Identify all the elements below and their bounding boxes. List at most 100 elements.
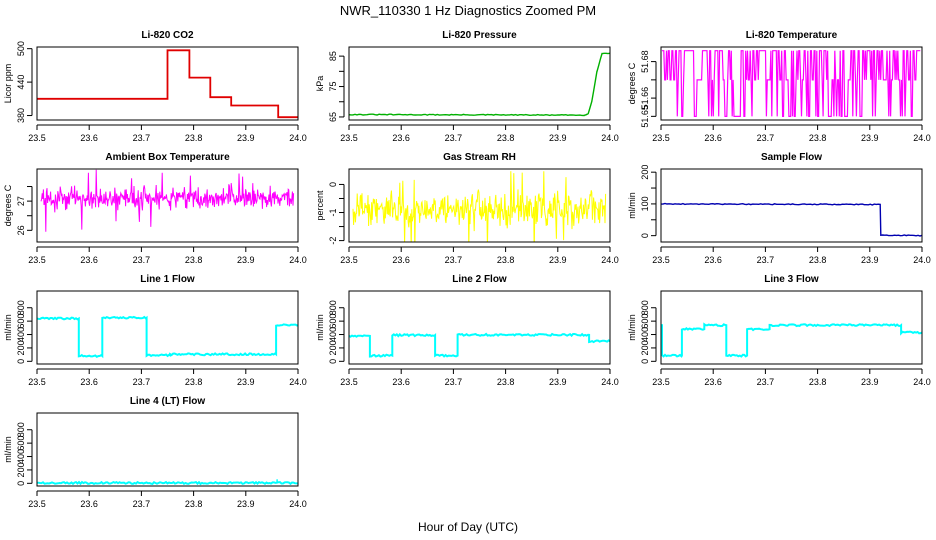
- x-tick-label: 23.8: [497, 133, 515, 143]
- x-tick-label: 23.7: [133, 255, 151, 265]
- plot-frame: [660, 290, 923, 365]
- y-axis-label: percent: [315, 190, 325, 221]
- x-tick-label: 24.0: [913, 255, 931, 265]
- x-tick-label: 23.5: [340, 377, 358, 387]
- y-tick-label: 0: [640, 233, 650, 238]
- x-tick-label: 24.0: [601, 133, 619, 143]
- x-tick-label: 23.6: [392, 255, 410, 265]
- x-tick-label: 23.9: [237, 499, 255, 509]
- y-tick-label: -1: [328, 209, 338, 217]
- y-tick-label: 26: [16, 225, 26, 235]
- plot-frame: [660, 46, 923, 121]
- series-line: [349, 332, 610, 358]
- chart-panel: Line 1 Flow 23.5 23.6 23.7 23.8 23.9 24.0 0 2004…: [3, 274, 307, 387]
- series-line: [662, 50, 921, 118]
- x-tick-label: 23.5: [28, 499, 46, 509]
- y-tick-label: 27: [16, 196, 26, 206]
- chart-panels: Li-820 CO2 23.5 23.6 23.7 23.8 23.9 24.0 380 440…: [3, 30, 931, 509]
- x-tick-label: 23.5: [652, 377, 670, 387]
- series-line: [349, 52, 610, 117]
- x-tick-label: 23.9: [549, 255, 567, 265]
- x-axis: 23.5 23.6 23.7 23.8 23.9 24.0: [340, 368, 619, 387]
- x-tick-label: 23.9: [237, 377, 255, 387]
- panel-title: Li-820 CO2: [141, 30, 194, 41]
- x-tick-label: 24.0: [601, 255, 619, 265]
- y-axis-label: ml/min: [3, 436, 13, 463]
- x-tick-label: 23.9: [237, 255, 255, 265]
- x-axis: 23.5 23.6 23.7 23.8 23.9 24.0: [652, 124, 931, 143]
- y-axis: 380 440 500: [16, 41, 33, 123]
- x-tick-label: 23.8: [185, 499, 203, 509]
- x-tick-label: 23.8: [809, 133, 827, 143]
- panel-title: Line 1 Flow: [140, 274, 195, 285]
- data-series: [352, 171, 607, 242]
- y-tick-label: 51.68: [640, 50, 650, 73]
- panel-title: Ambient Box Temperature: [105, 152, 230, 163]
- x-axis: 23.5 23.6 23.7 23.8 23.9 24.0: [340, 124, 619, 143]
- x-tick-label: 23.9: [549, 133, 567, 143]
- x-tick-label: 23.7: [757, 133, 775, 143]
- chart-panel: Li-820 Pressure 23.5 23.6 23.7 23.8 23.9 24.0 6…: [315, 30, 619, 143]
- y-tick-label: 200: [16, 462, 26, 477]
- series-line: [37, 315, 298, 359]
- y-tick-label: 400: [328, 327, 338, 342]
- y-tick-label: 85: [328, 51, 338, 61]
- plot-frame: [36, 168, 299, 243]
- y-tick-label: 0: [640, 359, 650, 364]
- x-tick-label: 24.0: [289, 255, 307, 265]
- chart-panel: Li-820 Temperature 23.5 23.6 23.7 23.8 23.9 24…: [627, 30, 931, 143]
- x-tick-label: 23.7: [133, 499, 151, 509]
- chart-panel: Li-820 CO2 23.5 23.6 23.7 23.8 23.9 24.0 380 440…: [3, 30, 307, 143]
- y-axis-label: ml/min: [627, 314, 637, 341]
- x-tick-label: 23.9: [861, 255, 879, 265]
- data-series: [662, 50, 921, 118]
- y-tick-label: -2: [328, 237, 338, 245]
- series-line: [352, 171, 607, 242]
- data-series: [37, 49, 298, 119]
- y-tick-label: 400: [16, 449, 26, 464]
- y-axis: 65 75 85: [328, 51, 345, 122]
- data-series: [349, 52, 610, 117]
- x-tick-label: 23.5: [28, 377, 46, 387]
- y-axis-label: ml/min: [627, 192, 637, 219]
- y-tick-label: 600: [16, 436, 26, 451]
- panel-title: Li-820 Pressure: [442, 30, 517, 41]
- y-tick-label: 0: [328, 359, 338, 364]
- chart-panel: Line 4 (LT) Flow 23.5 23.6 23.7 23.8 23.9 24.0…: [3, 396, 307, 509]
- y-tick-label: 500: [16, 41, 26, 56]
- plot-frame: [348, 290, 611, 365]
- x-axis: 23.5 23.6 23.7 23.8 23.9 24.0: [28, 490, 307, 509]
- x-tick-label: 23.9: [549, 377, 567, 387]
- panel-title: Sample Flow: [761, 152, 822, 163]
- y-tick-label: 400: [16, 327, 26, 342]
- y-tick-label: 400: [640, 327, 650, 342]
- chart-panel: Line 3 Flow 23.5 23.6 23.7 23.8 23.9 24.0 0 2004…: [627, 274, 931, 387]
- x-tick-label: 23.6: [80, 499, 98, 509]
- y-tick-label: 51.65: [640, 105, 650, 128]
- x-axis: 23.5 23.6 23.7 23.8 23.9 24.0: [652, 246, 931, 265]
- panel-title: Line 2 Flow: [452, 274, 507, 285]
- x-tick-label: 23.7: [133, 377, 151, 387]
- x-axis: 23.5 23.6 23.7 23.8 23.9 24.0: [28, 124, 307, 143]
- y-tick-label: 200: [328, 340, 338, 355]
- y-tick-label: 380: [16, 108, 26, 123]
- y-tick-label: 0: [16, 359, 26, 364]
- y-tick-label: 800: [16, 422, 26, 437]
- x-tick-label: 24.0: [601, 377, 619, 387]
- x-axis: 23.5 23.6 23.7 23.8 23.9 24.0: [28, 368, 307, 387]
- x-tick-label: 23.9: [861, 133, 879, 143]
- y-tick-label: 200: [640, 165, 650, 180]
- y-axis-label: Licor ppm: [3, 64, 13, 104]
- x-tick-label: 23.7: [445, 255, 463, 265]
- y-axis-label: degrees C: [3, 184, 13, 226]
- x-tick-label: 23.5: [340, 133, 358, 143]
- series-line: [37, 49, 298, 119]
- y-axis-label: ml/min: [3, 314, 13, 341]
- y-axis: 26 27: [16, 186, 33, 235]
- y-tick-label: 0: [16, 481, 26, 486]
- x-tick-label: 24.0: [913, 377, 931, 387]
- x-axis: 23.5 23.6 23.7 23.8 23.9 24.0: [340, 246, 619, 265]
